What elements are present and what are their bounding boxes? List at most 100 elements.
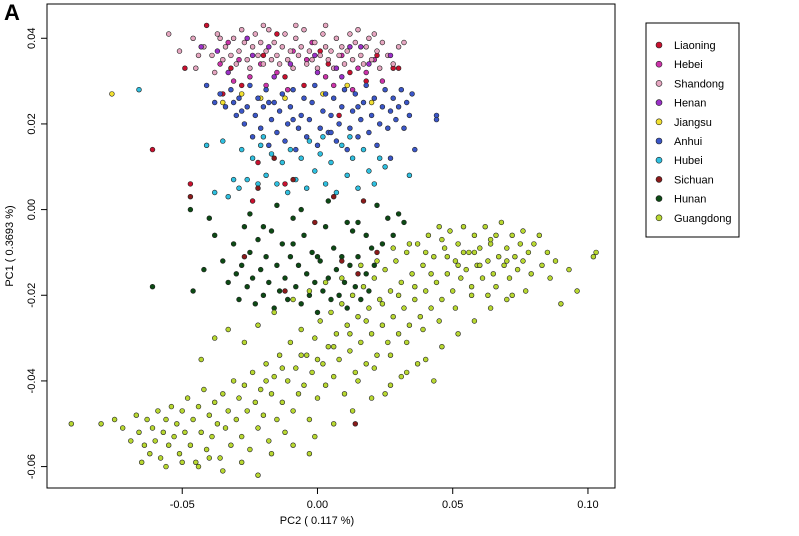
data-point (282, 429, 288, 435)
data-point (230, 176, 237, 183)
x-tick-label: 0.05 (442, 499, 463, 511)
data-point (230, 99, 237, 106)
data-point (203, 82, 210, 89)
data-point (401, 125, 407, 131)
data-point (339, 254, 345, 260)
data-point (247, 74, 253, 80)
data-point (298, 352, 304, 358)
data-point (322, 74, 329, 80)
data-point (347, 44, 353, 50)
data-point (352, 421, 358, 427)
data-point (368, 395, 375, 401)
data-point (344, 219, 350, 226)
data-point (147, 451, 153, 457)
data-point (203, 142, 210, 149)
data-point (347, 69, 353, 76)
data-point (322, 91, 329, 97)
plot-frame (46, 3, 616, 489)
data-point (333, 189, 340, 196)
data-point (468, 292, 475, 298)
data-point (309, 369, 315, 376)
data-point (363, 361, 369, 367)
data-point (276, 352, 283, 358)
data-point (255, 425, 261, 431)
data-point (509, 292, 515, 298)
data-point (271, 155, 277, 161)
data-point (525, 249, 532, 256)
data-point (136, 86, 142, 93)
data-point (349, 228, 356, 234)
data-point (322, 279, 329, 286)
data-point (258, 386, 264, 393)
data-point (347, 331, 353, 337)
data-point (314, 395, 321, 401)
data-point (249, 155, 256, 161)
data-point (293, 146, 299, 153)
data-point (412, 146, 418, 153)
legend-label: Hebei (674, 59, 703, 71)
data-point (241, 224, 248, 230)
data-point (358, 116, 364, 123)
data-point (233, 112, 240, 119)
data-point (295, 262, 302, 268)
data-point (225, 279, 231, 286)
data-point (333, 138, 340, 144)
legend-label: Liaoning (674, 40, 716, 52)
data-point (314, 69, 321, 76)
legend-marker (655, 118, 663, 126)
data-point (309, 56, 315, 63)
data-point (225, 326, 231, 333)
data-point (198, 44, 204, 50)
data-point (260, 104, 267, 110)
data-point (241, 382, 248, 388)
legend-label: Shandong (674, 78, 724, 90)
data-point (331, 82, 337, 89)
data-point (304, 61, 310, 67)
data-point (420, 326, 426, 333)
x-axis-label: PC2 ( 0.117 %) (280, 515, 354, 527)
data-point (217, 455, 223, 461)
legend-marker (655, 41, 663, 49)
data-point (195, 52, 202, 59)
data-point (187, 181, 194, 187)
data-point (258, 266, 264, 273)
x-axis: -0.05 0.00 0.05 0.10 (170, 488, 599, 511)
data-point (239, 108, 245, 114)
data-point (447, 228, 453, 234)
data-point (382, 391, 388, 397)
data-point (374, 258, 380, 264)
data-point (395, 331, 402, 337)
data-point (241, 39, 248, 46)
data-point (485, 292, 491, 298)
data-point (339, 142, 345, 149)
data-point (322, 181, 329, 187)
data-point (325, 275, 331, 281)
data-point (355, 271, 361, 277)
data-point (355, 378, 361, 384)
data-point (409, 271, 415, 277)
data-point (209, 433, 215, 440)
data-point (450, 288, 456, 294)
data-point (333, 35, 340, 41)
data-point (320, 108, 326, 114)
legend-label: Anhui (674, 136, 702, 148)
data-point (593, 249, 599, 256)
data-point (317, 318, 323, 324)
data-point (360, 284, 367, 290)
data-point (320, 361, 326, 367)
data-point (295, 52, 302, 59)
points-layer (68, 22, 599, 478)
y-axis-label: PC1 ( 0.3693 %) (4, 205, 16, 286)
legend-label: Jiangsu (674, 117, 712, 129)
data-point (293, 365, 299, 371)
data-point (409, 91, 415, 97)
data-point (247, 211, 253, 217)
data-point (298, 326, 304, 333)
data-point (436, 318, 442, 324)
data-point (468, 284, 475, 290)
data-point (166, 31, 172, 37)
data-point (382, 164, 388, 170)
data-point (263, 361, 269, 367)
data-point (304, 134, 310, 140)
data-point (368, 56, 375, 63)
